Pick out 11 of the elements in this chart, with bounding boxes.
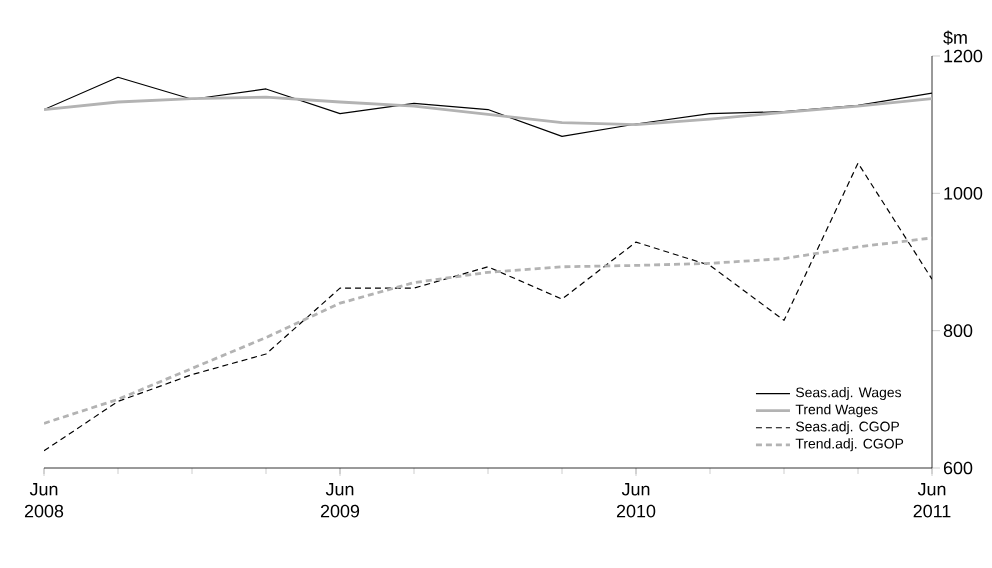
x-tick-label: Jun 2008 — [24, 483, 64, 518]
y-tick-label: 800 — [943, 324, 973, 338]
y-tick-label: 1000 — [944, 186, 983, 200]
line-series — [44, 236, 933, 425]
line-series — [44, 95, 933, 127]
x-tick-label: Jun 2010 — [616, 483, 656, 518]
y-axis-title: $m — [943, 30, 967, 45]
y-tick-label: 600 — [943, 461, 973, 475]
y-tick-label: 1200 — [944, 49, 983, 63]
x-tick-label: Jun 2011 — [913, 483, 951, 518]
x-tick-label: Jun 2009 — [320, 483, 360, 518]
